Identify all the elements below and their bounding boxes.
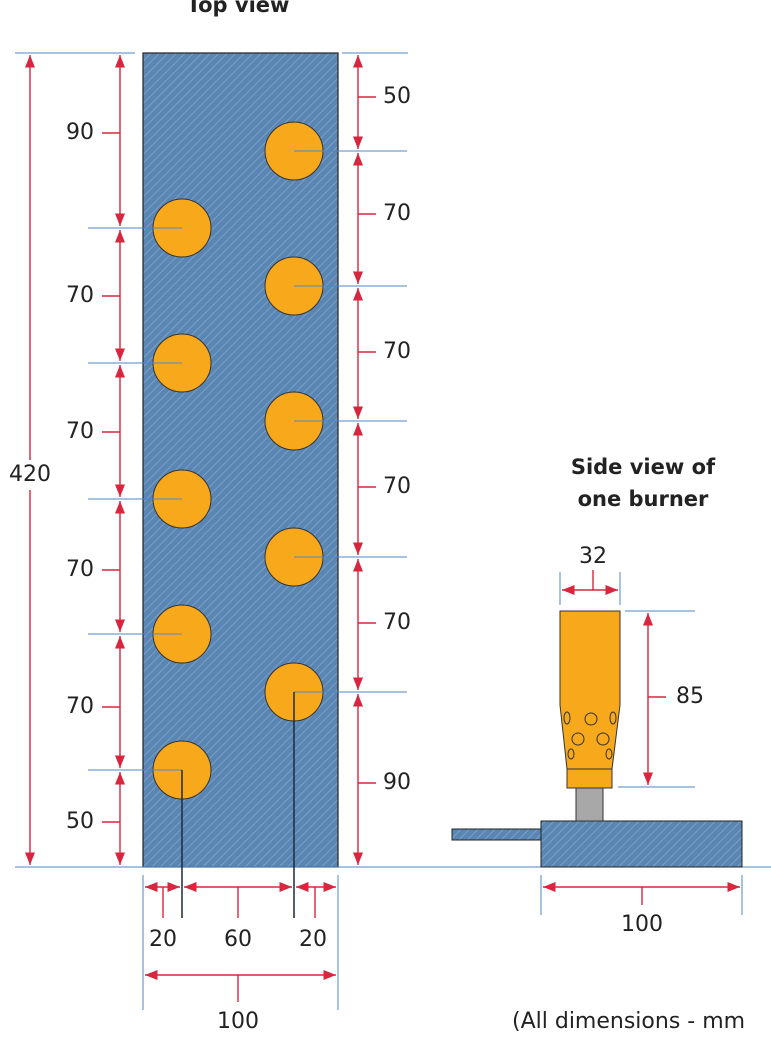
- side-view-title: one burner: [578, 487, 709, 511]
- burner-holes: [563, 711, 617, 760]
- dimension-label: 70: [66, 694, 94, 719]
- burner-body: [559, 610, 621, 770]
- label-background: [5, 460, 55, 490]
- stem: [575, 785, 604, 822]
- hole: [609, 711, 617, 725]
- dimension-label: 90: [383, 770, 411, 795]
- side-view-title: Side view of: [571, 455, 716, 479]
- bottom-dims: 20 60 20 100: [145, 881, 336, 1034]
- dimension-label: 70: [66, 419, 94, 444]
- right-chain: 50 70 70 70 70 90: [352, 54, 411, 865]
- dimension-label: 85: [676, 684, 704, 709]
- collar: [566, 768, 613, 789]
- top-view-title: Top view: [187, 0, 290, 17]
- dimension-label: 32: [579, 544, 607, 569]
- hole: [596, 732, 610, 746]
- dimension-label: 20: [149, 927, 177, 952]
- dimension-label: 20: [299, 927, 327, 952]
- extension-lines: [88, 150, 407, 1010]
- hole: [605, 748, 613, 760]
- left-chain: 90 70 70 70 70 50: [66, 54, 126, 865]
- plate: [142, 52, 339, 868]
- hole: [584, 712, 598, 726]
- dimension-label: 70: [66, 557, 94, 582]
- dimension-label: 50: [383, 84, 411, 109]
- dimension-label: 50: [66, 809, 94, 834]
- dimension-label: 70: [383, 474, 411, 499]
- pipe: [451, 828, 542, 841]
- dimension-label: 70: [383, 610, 411, 635]
- dimension-label: 70: [66, 283, 94, 308]
- hole: [571, 732, 585, 746]
- hole: [567, 748, 575, 760]
- dimension-label: 60: [224, 927, 252, 952]
- note: (All dimensions - mm: [512, 1009, 745, 1034]
- hole: [563, 711, 571, 725]
- dimension-label: 100: [217, 1009, 259, 1034]
- dimension-label: 70: [383, 201, 411, 226]
- dimension-label: 90: [66, 120, 94, 145]
- dimension-label: 100: [621, 912, 663, 937]
- base-plate: [540, 820, 743, 868]
- dimension-label: 70: [383, 339, 411, 364]
- dimension-label: 420: [9, 462, 51, 487]
